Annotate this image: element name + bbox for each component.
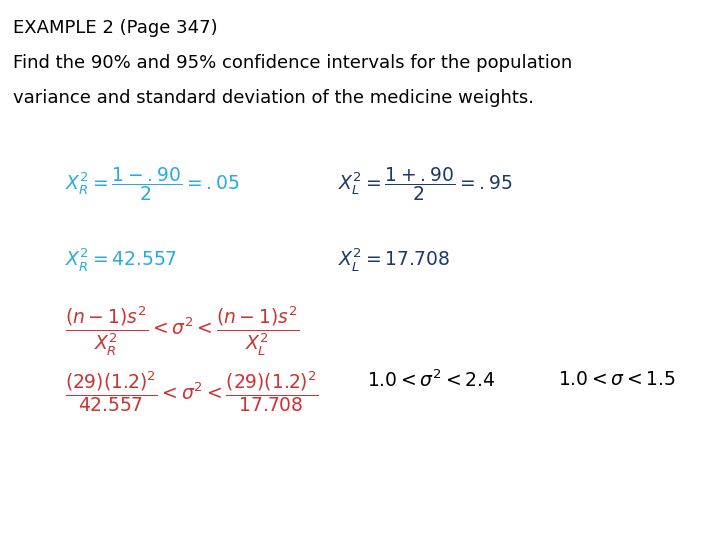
- Text: variance and standard deviation of the medicine weights.: variance and standard deviation of the m…: [13, 89, 534, 107]
- Text: $1.0 < \sigma < 1.5$: $1.0 < \sigma < 1.5$: [558, 370, 676, 389]
- Text: Find the 90% and 95% confidence intervals for the population: Find the 90% and 95% confidence interval…: [13, 54, 572, 72]
- Text: $X_L^2 = \dfrac{1+.90}{2} = .95$: $X_L^2 = \dfrac{1+.90}{2} = .95$: [338, 165, 513, 202]
- Text: $\dfrac{(29)(1.2)^2}{42.557} < \sigma^2 < \dfrac{(29)(1.2)^2}{17.708}$: $\dfrac{(29)(1.2)^2}{42.557} < \sigma^2 …: [65, 370, 318, 414]
- Text: $X_R^2 = 42.557$: $X_R^2 = 42.557$: [65, 246, 176, 273]
- Text: $\dfrac{(n-1)s^2}{X_R^2} < \sigma^2 < \dfrac{(n-1)s^2}{X_L^2}$: $\dfrac{(n-1)s^2}{X_R^2} < \sigma^2 < \d…: [65, 305, 299, 359]
- Text: EXAMPLE 2 (Page 347): EXAMPLE 2 (Page 347): [13, 19, 217, 37]
- Text: $X_R^2 = \dfrac{1-.90}{2} = .05$: $X_R^2 = \dfrac{1-.90}{2} = .05$: [65, 165, 239, 202]
- Text: $1.0 < \sigma^2 < 2.4$: $1.0 < \sigma^2 < 2.4$: [367, 370, 495, 392]
- Text: $X_L^2 = 17.708$: $X_L^2 = 17.708$: [338, 246, 450, 273]
